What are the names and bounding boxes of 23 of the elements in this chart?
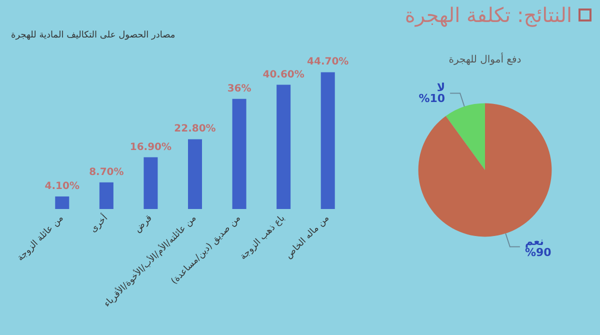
data-label: 40.60% — [262, 69, 304, 80]
text: النتائج: تكلفة الهجرة — [404, 3, 572, 27]
data-label: 16.90% — [130, 142, 172, 153]
data-label: 22.80% — [174, 124, 216, 135]
slice-label: نعم — [524, 234, 544, 248]
x-tick-label: أخرى — [87, 212, 110, 235]
chart-title: مصادر الحصول على التكاليف المادية للهجرة — [11, 30, 176, 40]
data-label: 8.70% — [89, 166, 124, 178]
x-tick-label: من ماله الخاص — [284, 213, 332, 261]
data-label: 4.10% — [44, 180, 80, 192]
x-tick-label: من عائلة الزوجة — [16, 213, 66, 264]
bar — [99, 182, 114, 209]
data-label: %10 — [418, 92, 446, 106]
bar — [320, 72, 335, 209]
bar — [276, 84, 291, 209]
chart-title: دفع أموال للهجرة — [448, 52, 522, 66]
data-label: 36% — [227, 83, 252, 94]
slice-label: لا — [436, 81, 446, 94]
bar — [188, 139, 202, 209]
bar — [55, 196, 70, 209]
bar — [232, 98, 246, 209]
bar — [144, 157, 158, 209]
data-label: 44.70% — [307, 56, 349, 68]
